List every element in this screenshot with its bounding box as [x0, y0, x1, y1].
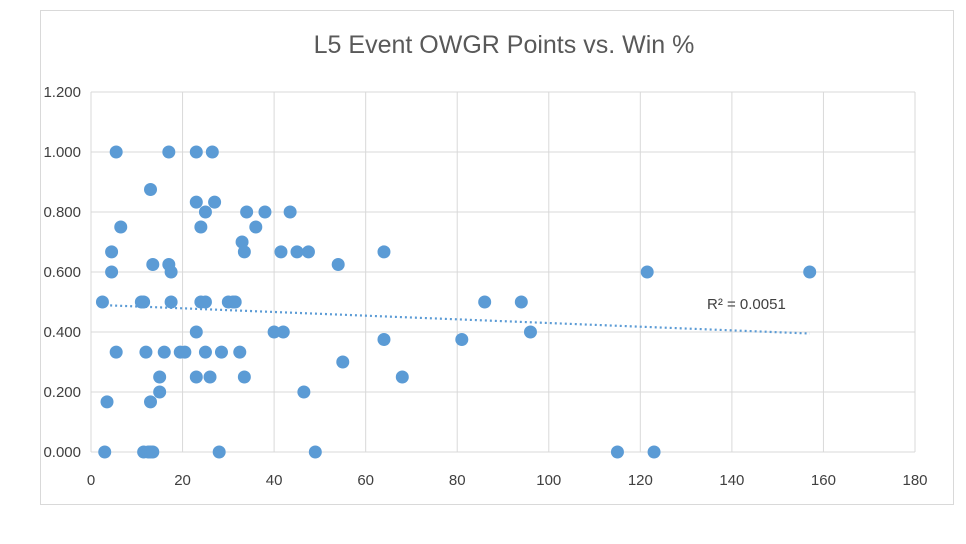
data-point — [146, 258, 160, 271]
data-point — [189, 195, 203, 209]
x-tick-label: 40 — [266, 472, 283, 489]
data-point — [377, 245, 391, 259]
data-point — [189, 145, 203, 159]
data-point — [153, 370, 167, 384]
x-tick-label: 140 — [719, 472, 744, 489]
x-tick-label: 60 — [357, 472, 374, 489]
data-point — [105, 245, 119, 259]
x-tick-label: 80 — [449, 472, 466, 489]
r-squared-label: R² = 0.0051 — [707, 296, 786, 313]
data-point — [283, 205, 297, 219]
data-point — [228, 295, 242, 309]
data-point — [523, 325, 537, 339]
x-tick-label: 160 — [811, 472, 836, 489]
data-point — [95, 295, 109, 309]
data-point — [114, 220, 128, 234]
data-point — [514, 295, 528, 309]
data-point — [301, 245, 315, 259]
grid-lines — [90, 91, 916, 453]
data-point — [153, 385, 167, 399]
chart-title: L5 Event OWGR Points vs. Win % — [314, 31, 695, 59]
x-tick-label: 100 — [536, 472, 561, 489]
data-point — [290, 245, 304, 259]
y-axis-tick-labels: 0.000 0.200 0.400 0.600 0.800 1.000 1.200 — [43, 84, 81, 461]
data-point — [478, 295, 492, 309]
data-point — [237, 370, 251, 384]
data-point — [214, 345, 228, 359]
x-axis-tick-labels: 0 20 40 60 80 100 120 140 160 180 — [87, 472, 928, 489]
data-point — [189, 325, 203, 339]
data-point — [178, 345, 192, 359]
data-point — [203, 370, 217, 384]
data-point — [105, 265, 119, 279]
data-point — [276, 325, 290, 339]
data-point — [249, 220, 263, 234]
y-tick-label: 0.200 — [43, 384, 81, 401]
chart-frame: L5 Event OWGR Points vs. Win % 0 20 40 60 80… — [40, 10, 954, 505]
x-tick-label: 20 — [174, 472, 191, 489]
scatter-chart: L5 Event OWGR Points vs. Win % 0 20 40 60 80… — [43, 31, 928, 489]
data-point — [139, 345, 153, 359]
data-point — [395, 370, 409, 384]
y-tick-label: 0.600 — [43, 264, 81, 281]
data-point — [233, 345, 247, 359]
data-point — [198, 205, 212, 219]
trendline — [100, 303, 810, 335]
data-points — [95, 145, 817, 459]
x-tick-label: 120 — [628, 472, 653, 489]
data-point — [258, 205, 272, 219]
y-tick-label: 1.000 — [43, 144, 81, 161]
data-point — [137, 295, 151, 309]
y-tick-label: 0.000 — [43, 444, 81, 461]
data-point — [198, 345, 212, 359]
data-point — [267, 325, 281, 339]
data-point — [109, 345, 123, 359]
data-point — [208, 195, 222, 209]
data-point — [144, 183, 158, 196]
data-point — [610, 445, 624, 459]
data-point — [194, 220, 208, 234]
data-point — [98, 445, 112, 459]
data-point — [235, 235, 249, 249]
data-point — [237, 245, 251, 259]
data-point — [297, 385, 311, 399]
data-point — [336, 355, 350, 369]
y-tick-label: 0.400 — [43, 324, 81, 341]
data-point — [331, 258, 345, 271]
data-point — [647, 445, 661, 459]
y-tick-label: 1.200 — [43, 84, 81, 101]
data-point — [308, 445, 322, 459]
data-point — [205, 145, 219, 159]
data-point — [157, 345, 171, 359]
data-point — [240, 205, 254, 219]
data-point — [109, 145, 123, 159]
data-point — [164, 265, 178, 279]
data-point — [146, 445, 160, 459]
data-point — [100, 395, 114, 409]
data-point — [212, 445, 226, 459]
data-point — [640, 265, 654, 279]
data-point — [803, 265, 817, 279]
data-point — [162, 145, 176, 159]
data-point — [164, 295, 178, 309]
data-point — [189, 370, 203, 384]
data-point — [274, 245, 288, 259]
data-point — [455, 333, 469, 346]
data-point — [377, 333, 391, 346]
data-point — [198, 295, 212, 309]
x-tick-label: 0 — [87, 472, 95, 489]
x-tick-label: 180 — [902, 472, 927, 489]
trendline-group — [100, 303, 810, 335]
data-point — [144, 395, 158, 409]
y-tick-label: 0.800 — [43, 204, 81, 221]
